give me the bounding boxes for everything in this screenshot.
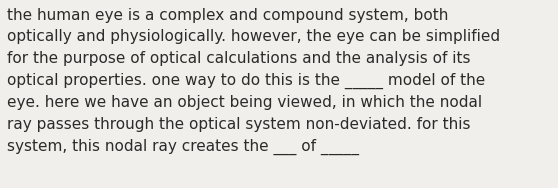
Text: the human eye is a complex and compound system, both
optically and physiological: the human eye is a complex and compound … (7, 8, 500, 155)
